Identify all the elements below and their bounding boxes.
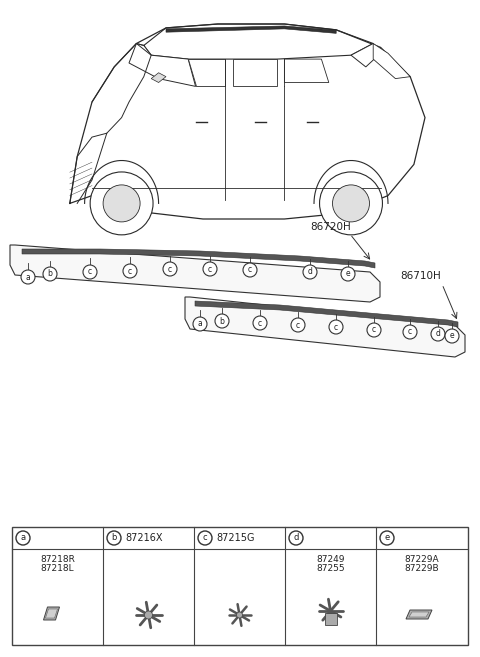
Text: a: a	[198, 319, 203, 328]
Polygon shape	[129, 43, 196, 87]
Circle shape	[198, 531, 212, 545]
Polygon shape	[166, 26, 336, 34]
Text: c: c	[258, 319, 262, 327]
Text: c: c	[334, 323, 338, 332]
Text: d: d	[293, 533, 299, 543]
Polygon shape	[233, 59, 277, 87]
Circle shape	[333, 185, 370, 222]
Polygon shape	[351, 43, 381, 67]
Text: c: c	[88, 267, 92, 277]
Polygon shape	[151, 73, 166, 83]
Text: c: c	[208, 265, 212, 273]
Text: c: c	[203, 533, 207, 543]
Polygon shape	[406, 610, 432, 619]
Text: e: e	[384, 533, 390, 543]
Circle shape	[21, 270, 35, 284]
Circle shape	[320, 172, 383, 235]
Circle shape	[163, 262, 177, 276]
Text: 87249: 87249	[316, 555, 345, 564]
Text: b: b	[219, 317, 225, 325]
Text: c: c	[128, 267, 132, 275]
Circle shape	[90, 172, 153, 235]
Circle shape	[329, 320, 343, 334]
Circle shape	[215, 314, 229, 328]
Text: 86710H: 86710H	[400, 271, 441, 281]
Text: a: a	[21, 533, 25, 543]
Circle shape	[103, 185, 140, 222]
Bar	[12, 527, 468, 645]
Text: b: b	[48, 269, 52, 279]
Circle shape	[203, 262, 217, 276]
Text: c: c	[372, 325, 376, 334]
Text: 87215G: 87215G	[216, 533, 254, 543]
Circle shape	[123, 264, 137, 278]
Text: b: b	[111, 533, 117, 543]
Text: 87218R: 87218R	[40, 555, 75, 564]
Circle shape	[289, 531, 303, 545]
Circle shape	[380, 531, 394, 545]
Circle shape	[341, 267, 355, 281]
Circle shape	[243, 263, 257, 277]
Text: d: d	[435, 330, 441, 338]
Text: 87218L: 87218L	[41, 564, 74, 573]
Text: d: d	[308, 267, 312, 277]
Text: e: e	[346, 269, 350, 279]
Polygon shape	[70, 24, 425, 219]
Text: a: a	[25, 273, 30, 281]
Polygon shape	[185, 297, 465, 357]
Polygon shape	[10, 245, 380, 302]
Polygon shape	[44, 607, 60, 620]
Polygon shape	[46, 609, 58, 618]
Circle shape	[144, 611, 153, 619]
Circle shape	[303, 265, 317, 279]
Polygon shape	[195, 301, 458, 327]
Text: c: c	[408, 327, 412, 336]
Polygon shape	[188, 59, 225, 87]
Text: 87229B: 87229B	[405, 564, 439, 573]
Circle shape	[83, 265, 97, 279]
Circle shape	[431, 327, 445, 341]
Circle shape	[253, 316, 267, 330]
Circle shape	[43, 267, 57, 281]
Polygon shape	[284, 59, 329, 83]
Text: 87255: 87255	[316, 564, 345, 573]
Text: c: c	[296, 321, 300, 330]
Circle shape	[107, 531, 121, 545]
Bar	[324, 613, 336, 625]
Circle shape	[445, 329, 459, 343]
Polygon shape	[373, 43, 410, 79]
Circle shape	[367, 323, 381, 337]
Text: 87216X: 87216X	[125, 533, 163, 543]
Circle shape	[193, 317, 207, 331]
Text: c: c	[248, 265, 252, 275]
Circle shape	[403, 325, 417, 339]
Text: e: e	[450, 332, 454, 340]
Circle shape	[237, 612, 242, 618]
Circle shape	[291, 318, 305, 332]
Polygon shape	[22, 249, 375, 268]
Circle shape	[16, 531, 30, 545]
Polygon shape	[409, 612, 429, 617]
Text: 86720H: 86720H	[310, 222, 351, 232]
Text: c: c	[168, 265, 172, 273]
Text: 87229A: 87229A	[405, 555, 439, 564]
